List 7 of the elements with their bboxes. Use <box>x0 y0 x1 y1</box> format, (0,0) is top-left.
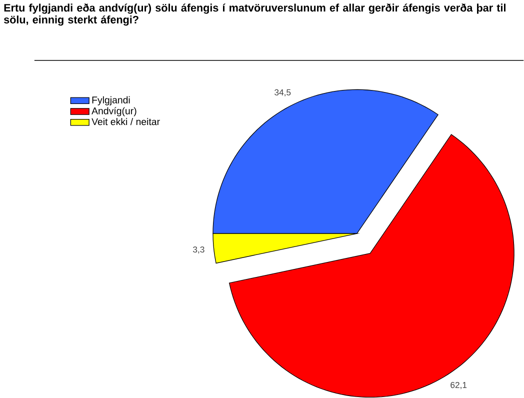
data-label: 62,1 <box>450 382 467 390</box>
data-label: 3,3 <box>193 246 204 254</box>
data-label: 34,5 <box>274 90 291 97</box>
chart-title: Ertu fylgjandi eða andvíg(ur) sölu áfengis í matvöruverslunum ef allar gerðir áfengis verða þar til sölu, einnig sterkt áfengi? <box>4 4 506 26</box>
legend-label: Andvíg(ur) <box>92 107 136 116</box>
legend-label: Veit ekki / neitar <box>92 118 160 126</box>
legend-label: Fylgjandi <box>92 96 130 106</box>
